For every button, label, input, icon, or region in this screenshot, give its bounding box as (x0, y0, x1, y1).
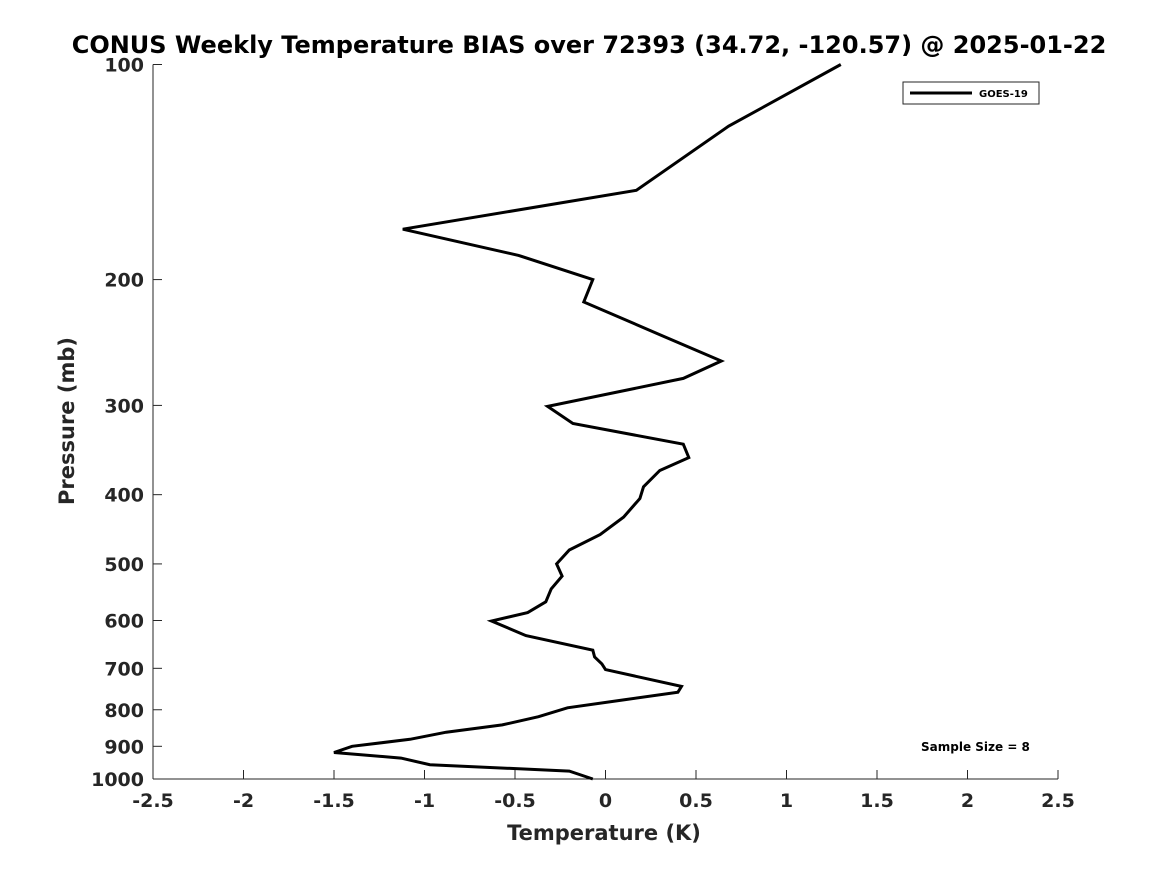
sample-size-annotation: Sample Size = 8 (921, 740, 1030, 754)
y-tick-label: 500 (104, 554, 144, 576)
y-tick-label: 700 (104, 658, 144, 680)
x-tick-label: -1 (414, 790, 435, 812)
plot-area: -2.5 -2 -1.5 -1 -0.5 0 0.5 1 1.5 2 2.5 100 200 300 40… (91, 55, 1075, 813)
x-axis-label: Temperature (K) (507, 821, 701, 845)
y-tick-label: 800 (104, 700, 144, 722)
y-tick-label: 100 (104, 55, 144, 77)
x-tick-label: 1.5 (860, 790, 894, 812)
y-tick-label: 400 (104, 485, 144, 507)
x-tick-label: -2 (233, 790, 254, 812)
x-tick-label: -1.5 (313, 790, 355, 812)
x-tick-label: 2.5 (1041, 790, 1075, 812)
series-line-goes-19 (333, 63, 842, 781)
y-tick-label: 200 (104, 270, 144, 292)
x-tick-label: -2.5 (132, 790, 174, 812)
x-tick-label: 2 (961, 790, 974, 812)
y-axis-label: Pressure (mb) (55, 337, 79, 505)
chart-title: CONUS Weekly Temperature BIAS over 72393… (72, 31, 1107, 59)
y-tick-label: 1000 (91, 769, 144, 791)
x-tick-label: -0.5 (494, 790, 536, 812)
x-tick-label: 0 (599, 790, 612, 812)
y-axis-ticks: 100 200 300 400 500 600 700 800 900 1000 (91, 55, 162, 791)
y-tick-label: 600 (104, 610, 144, 632)
y-tick-label: 300 (104, 395, 144, 417)
legend: GOES-19 (902, 81, 1040, 105)
y-tick-label: 900 (104, 736, 144, 758)
x-axis-ticks: -2.5 -2 -1.5 -1 -0.5 0 0.5 1 1.5 2 2.5 (132, 770, 1075, 812)
series-layer (333, 63, 842, 781)
x-tick-label: 0.5 (679, 790, 713, 812)
legend-label-goes-19: GOES-19 (979, 89, 1028, 100)
x-tick-label: 1 (780, 790, 793, 812)
